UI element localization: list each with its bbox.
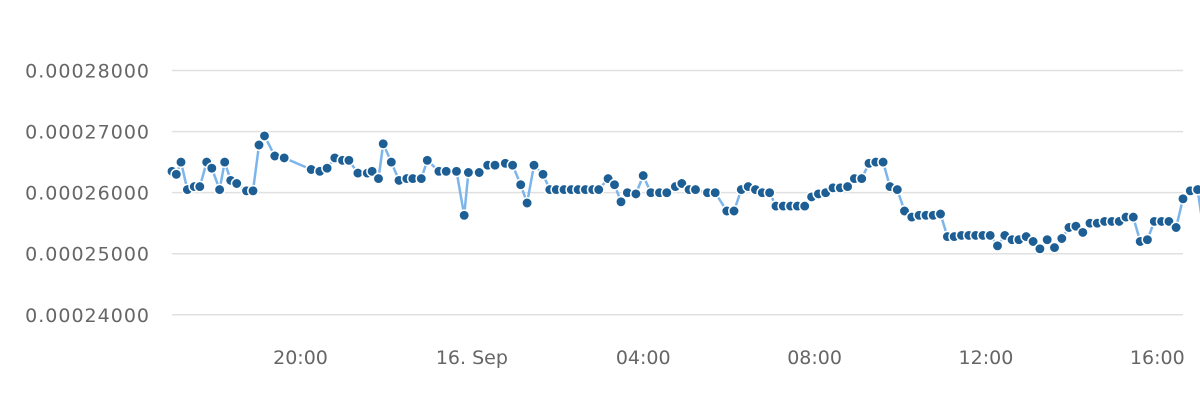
data-point[interactable] xyxy=(984,229,997,242)
data-point[interactable] xyxy=(268,150,281,162)
x-tick-label: 12:00 xyxy=(959,347,1014,369)
data-point[interactable] xyxy=(709,186,722,199)
data-point[interactable] xyxy=(170,168,183,181)
data-point[interactable] xyxy=(728,205,740,217)
data-point[interactable] xyxy=(660,186,673,199)
data-point[interactable] xyxy=(415,172,428,185)
data-point[interactable] xyxy=(366,165,379,178)
data-point[interactable] xyxy=(1191,183,1200,196)
data-point[interactable] xyxy=(205,162,218,175)
data-point[interactable] xyxy=(608,178,621,191)
x-tick-label: 16:00 xyxy=(1130,347,1185,369)
data-point[interactable] xyxy=(440,165,453,178)
data-point[interactable] xyxy=(1141,233,1154,246)
x-tick-label: 08:00 xyxy=(787,347,842,369)
data-point[interactable] xyxy=(689,183,702,196)
data-point[interactable] xyxy=(521,197,534,209)
y-tick-label: 0.00024000 xyxy=(25,305,150,327)
data-point[interactable] xyxy=(934,208,947,220)
data-point[interactable] xyxy=(462,166,475,179)
data-point[interactable] xyxy=(385,156,398,169)
data-point[interactable] xyxy=(218,156,231,169)
data-point[interactable] xyxy=(258,129,271,142)
data-point[interactable] xyxy=(278,151,291,164)
data-point[interactable] xyxy=(1033,242,1046,255)
data-point[interactable] xyxy=(1076,226,1089,239)
data-point[interactable] xyxy=(841,180,854,193)
data-points xyxy=(166,129,1200,255)
data-point[interactable] xyxy=(489,159,501,172)
data-point[interactable] xyxy=(506,159,519,172)
data-point[interactable] xyxy=(213,183,226,196)
data-point[interactable] xyxy=(175,156,187,169)
data-point[interactable] xyxy=(537,168,549,181)
data-point[interactable] xyxy=(629,187,642,200)
y-tick-label: 0.00025000 xyxy=(25,244,150,266)
data-point[interactable] xyxy=(1170,221,1183,234)
data-point[interactable] xyxy=(1127,211,1140,224)
data-point[interactable] xyxy=(230,177,243,190)
data-point[interactable] xyxy=(193,180,206,193)
x-tick-label: 20:00 xyxy=(273,347,328,369)
data-point[interactable] xyxy=(342,154,355,167)
x-axis-labels: 20:00 16. Sep 04:00 08:00 12:00 16:00 xyxy=(273,347,1185,369)
data-point[interactable] xyxy=(321,162,334,175)
data-point[interactable] xyxy=(473,166,486,179)
data-point[interactable] xyxy=(514,178,527,191)
data-point[interactable] xyxy=(1177,192,1189,205)
data-point[interactable] xyxy=(592,183,605,196)
data-point[interactable] xyxy=(798,200,811,213)
y-tick-label: 0.00026000 xyxy=(25,183,150,205)
x-tick-label: 04:00 xyxy=(616,347,671,369)
data-point[interactable] xyxy=(991,239,1004,252)
data-point[interactable] xyxy=(891,183,904,196)
data-point[interactable] xyxy=(247,184,259,197)
data-point[interactable] xyxy=(458,209,471,222)
y-axis-labels: 0.00024000 0.00025000 0.00026000 0.00027000… xyxy=(25,61,150,327)
data-point[interactable] xyxy=(372,172,385,185)
data-point[interactable] xyxy=(421,154,434,167)
data-point[interactable] xyxy=(1041,233,1054,246)
data-point[interactable] xyxy=(528,159,540,172)
x-tick-label: 16. Sep xyxy=(436,347,508,369)
data-point[interactable] xyxy=(1027,235,1040,248)
data-point[interactable] xyxy=(377,137,390,150)
data-point[interactable] xyxy=(763,186,776,199)
data-point[interactable] xyxy=(253,139,265,151)
y-tick-label: 0.00028000 xyxy=(25,61,150,83)
gridlines xyxy=(172,69,1183,316)
data-point[interactable] xyxy=(1055,232,1068,245)
data-point[interactable] xyxy=(855,172,868,185)
data-point[interactable] xyxy=(637,169,650,182)
data-point[interactable] xyxy=(877,156,890,169)
data-point[interactable] xyxy=(1048,241,1061,254)
y-tick-label: 0.00027000 xyxy=(25,122,150,144)
data-point[interactable] xyxy=(615,195,627,208)
data-point[interactable] xyxy=(450,165,463,178)
